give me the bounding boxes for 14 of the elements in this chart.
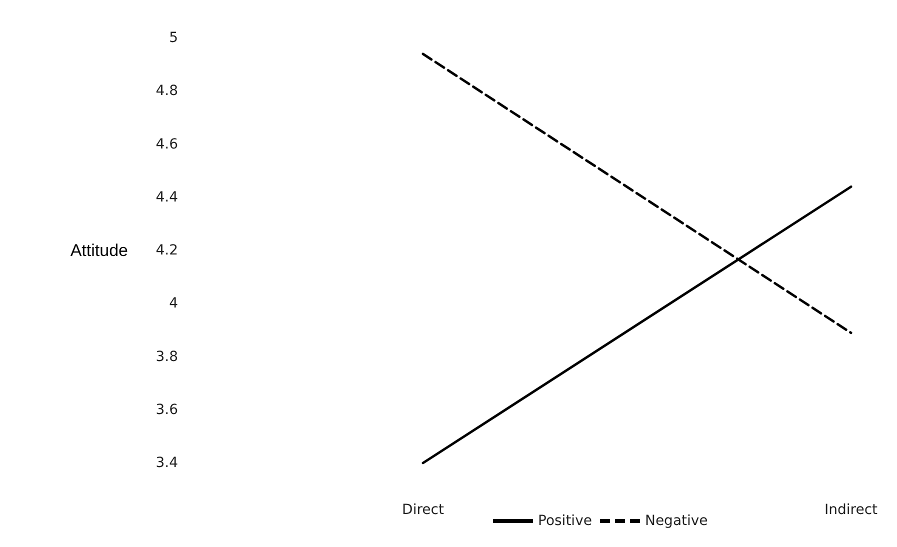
legend-label: Negative bbox=[644, 513, 708, 529]
x-tick-label: Indirect bbox=[824, 502, 878, 518]
y-tick-label: 4.4 bbox=[156, 189, 178, 206]
y-tick-label: 3.4 bbox=[156, 455, 178, 471]
y-tick-label: 4.8 bbox=[156, 83, 178, 100]
y-tick-label: 3.8 bbox=[156, 348, 178, 365]
y-tick-label: 5 bbox=[169, 30, 178, 46]
y-tick-label: 4.2 bbox=[156, 242, 178, 258]
y-tick-label: 4.6 bbox=[156, 136, 178, 152]
y-tick-label: 3.6 bbox=[156, 402, 178, 418]
x-tick-label: Direct bbox=[402, 502, 444, 518]
legend-label: Positive bbox=[538, 513, 592, 529]
y-axis-title: Attitude bbox=[70, 241, 128, 260]
y-tick-label: 4 bbox=[169, 296, 178, 312]
